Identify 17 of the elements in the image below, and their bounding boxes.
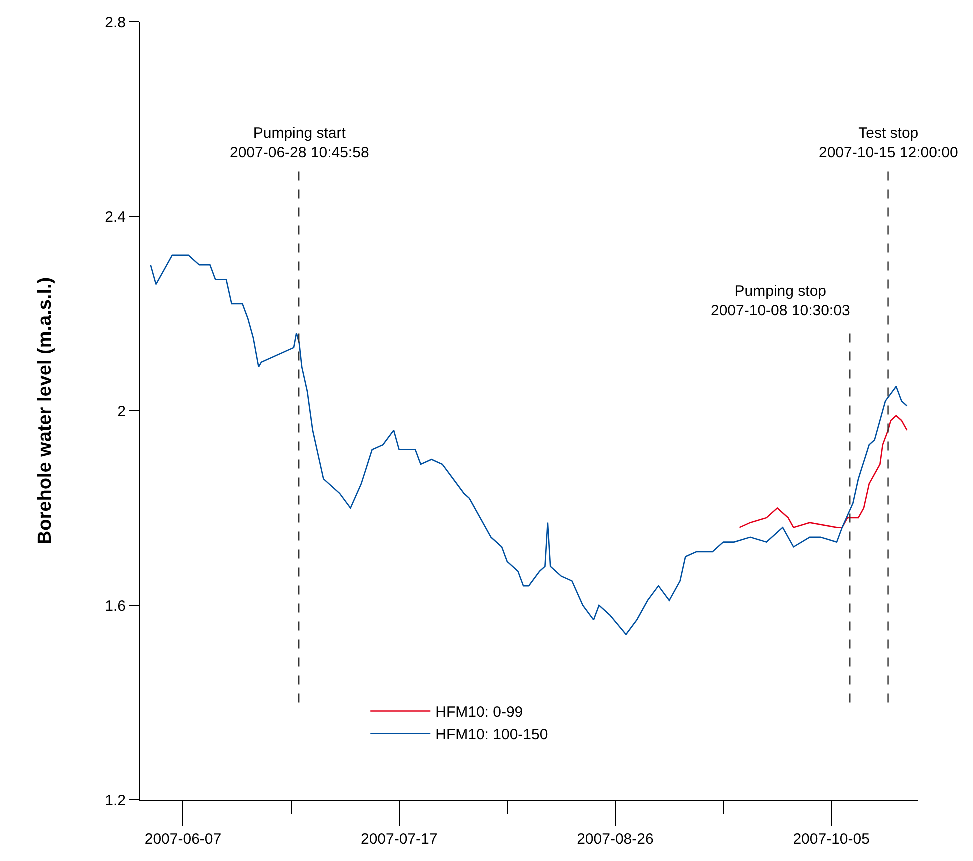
y-tick-label: 1.6: [105, 598, 126, 615]
x-tick-label: 2007-06-07: [144, 831, 222, 848]
ref-line-label: Test stop 2007-10-15 12:00:00: [819, 125, 958, 162]
ref-line-label: Pumping start 2007-06-28 10:45:58: [230, 125, 370, 162]
y-tick-label: 2: [118, 403, 126, 420]
legend-label: HFM10: 0-99: [436, 704, 524, 722]
x-tick-label: 2007-07-17: [360, 831, 438, 848]
legend-label: HFM10: 100-150: [436, 726, 548, 744]
y-tick-label: 2.4: [105, 208, 126, 226]
ref-line-label: Pumping stop 2007-10-08 10:30:03: [711, 283, 850, 320]
y-tick-label: 1.2: [105, 792, 126, 810]
line-series: [150, 254, 908, 636]
line-series: [739, 415, 908, 528]
x-tick-label: 2007-10-05: [793, 831, 870, 848]
x-tick-label: 2007-08-26: [577, 831, 654, 848]
y-tick-label: 2.8: [105, 14, 126, 32]
y-axis-title: Borehole water level (m.a.s.l.): [34, 277, 56, 545]
